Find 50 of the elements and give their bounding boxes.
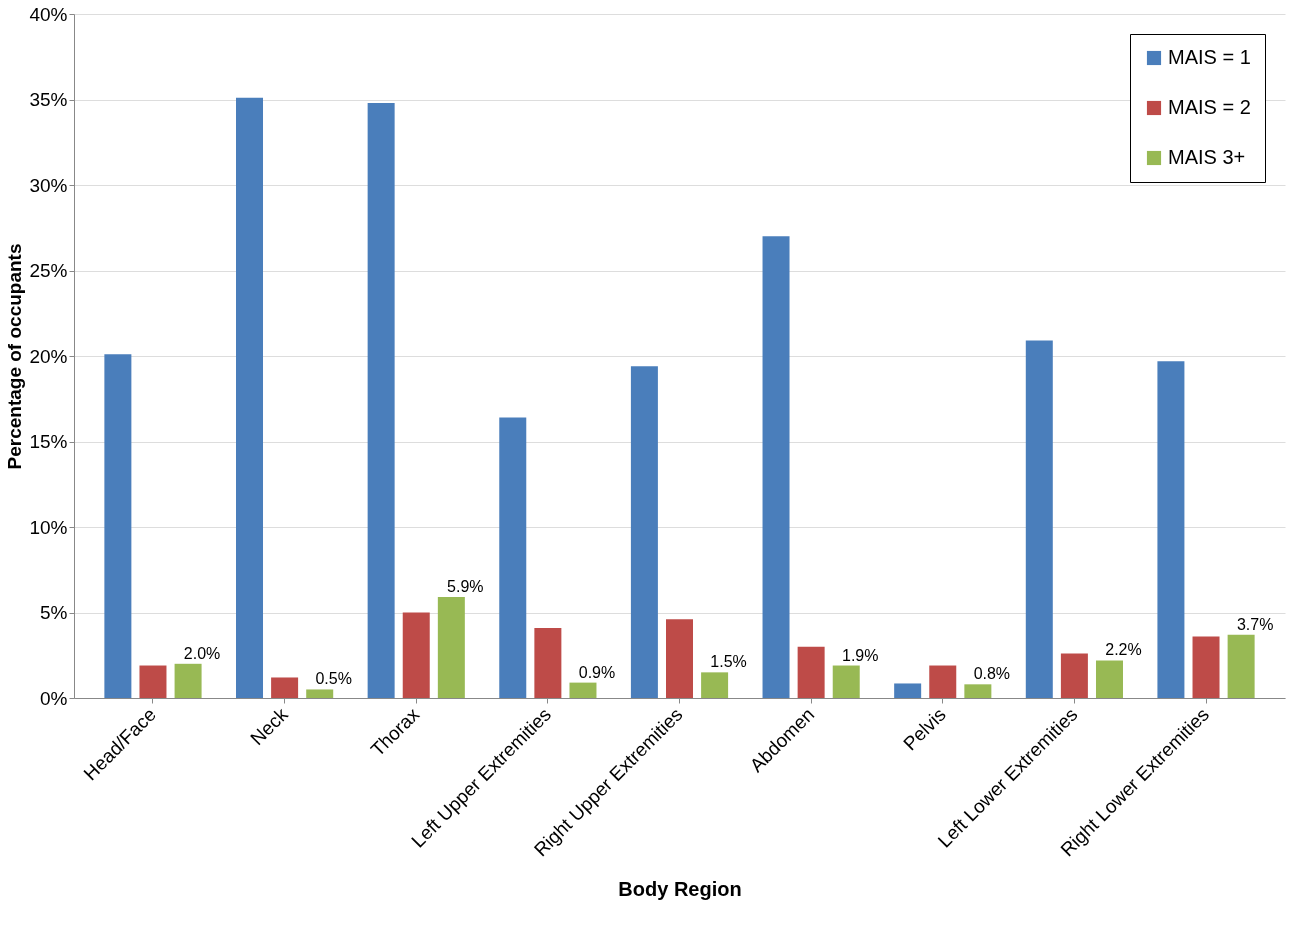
y-tick-label: 20% <box>29 345 68 367</box>
bar <box>1157 361 1185 698</box>
y-tick-label: 35% <box>29 89 68 110</box>
bar <box>437 597 465 698</box>
bar <box>929 665 957 698</box>
bar <box>271 677 299 698</box>
data-label: 0.5% <box>315 670 352 688</box>
bar <box>569 682 597 698</box>
y-axis-title: Percentage of occupants <box>4 243 26 470</box>
bar <box>832 665 860 698</box>
bar <box>534 627 562 698</box>
bar <box>236 97 264 698</box>
data-label: 0.8% <box>973 665 1011 683</box>
legend-label: MAIS = 2 <box>1168 96 1251 118</box>
y-tick-label: 0% <box>40 687 68 709</box>
y-tick-label: 15% <box>29 431 68 452</box>
legend-label: MAIS = 1 <box>1168 46 1251 68</box>
bar <box>1192 636 1220 698</box>
bar <box>367 102 395 698</box>
bar <box>139 665 167 698</box>
bar <box>499 417 527 698</box>
bar <box>402 612 430 698</box>
bar <box>104 354 132 698</box>
bar <box>894 683 922 698</box>
y-tick-label: 5% <box>40 602 68 623</box>
bar <box>666 619 693 698</box>
y-tick-label: 25% <box>29 260 68 281</box>
bar <box>797 646 825 698</box>
bar <box>630 366 658 698</box>
bar <box>964 684 992 698</box>
bar <box>701 672 729 698</box>
bar <box>306 689 334 698</box>
bar <box>1060 653 1088 698</box>
data-label: 2.0% <box>183 644 221 662</box>
data-label: 1.9% <box>842 646 879 664</box>
data-label: 3.7% <box>1236 615 1274 633</box>
bar <box>1227 634 1255 698</box>
y-tick-label: 10% <box>29 516 68 538</box>
data-label: 5.9% <box>447 578 484 596</box>
y-tick-label: 40% <box>29 3 68 25</box>
bar <box>762 236 790 698</box>
bar <box>174 663 202 698</box>
data-label: 0.9% <box>578 663 616 681</box>
x-axis-title: Body Region <box>618 878 742 901</box>
data-label: 1.5% <box>710 653 747 671</box>
legend-label: MAIS 3+ <box>1168 146 1246 168</box>
bar <box>1095 660 1123 698</box>
data-label: 2.2% <box>1105 641 1142 659</box>
bar <box>1025 340 1053 698</box>
y-tick-label: 30% <box>29 174 68 196</box>
